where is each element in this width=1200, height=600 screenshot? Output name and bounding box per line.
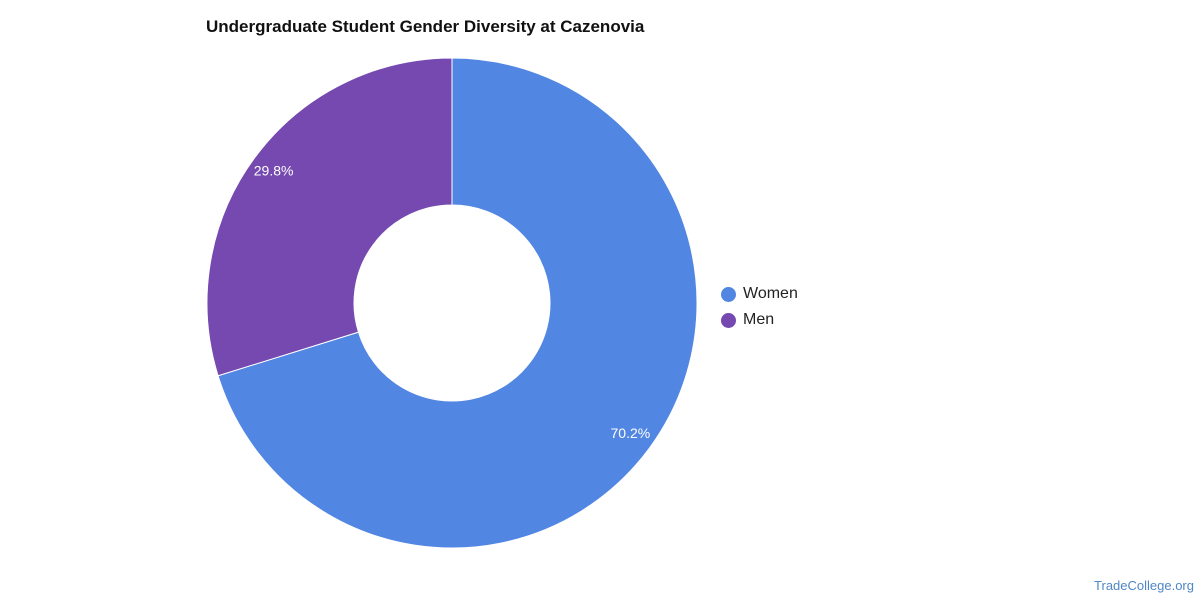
pie-slice-men[interactable] xyxy=(206,57,453,377)
legend-swatch-women xyxy=(721,286,736,302)
pie-slice-women[interactable] xyxy=(217,57,698,549)
watermark-link[interactable]: TradeCollege.org xyxy=(1094,578,1194,593)
legend-item-women[interactable]: Women xyxy=(721,281,798,307)
legend-item-men[interactable]: Men xyxy=(721,307,798,333)
slice-label-men: 29.8% xyxy=(254,162,294,178)
chart-title: Undergraduate Student Gender Diversity a… xyxy=(206,17,645,36)
chart-legend: Women Men xyxy=(721,281,798,333)
legend-label-women: Women xyxy=(743,285,798,302)
slice-label-women: 70.2% xyxy=(611,425,651,441)
legend-swatch-men xyxy=(721,312,736,328)
legend-label-men: Men xyxy=(743,311,775,328)
